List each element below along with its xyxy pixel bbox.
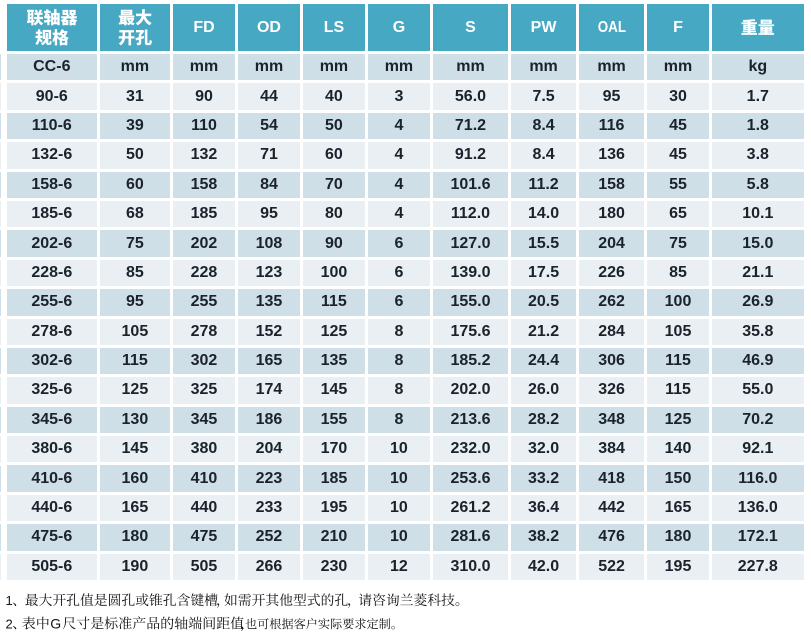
svg-text:G: G <box>50 615 61 631</box>
svg-text:2: 2 <box>6 616 13 631</box>
svg-text:1: 1 <box>6 593 13 608</box>
